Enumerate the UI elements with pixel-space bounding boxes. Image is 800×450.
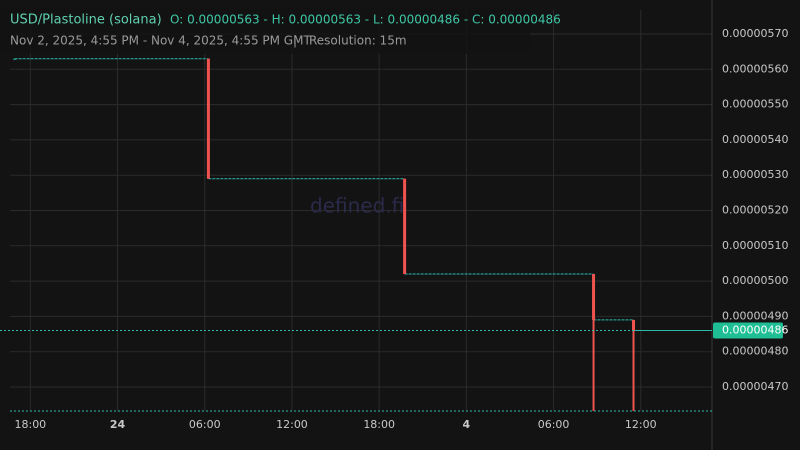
x-tick-label: 18:00 <box>14 418 46 431</box>
y-tick-label: 0.00000560 <box>722 62 788 75</box>
y-tick-label: 0.00000470 <box>722 380 788 393</box>
resolution: Resolution: 15m <box>309 34 407 48</box>
legend-bg <box>0 8 530 54</box>
last-price-label: 0.00000486 <box>722 324 788 337</box>
x-tick-label: 12:00 <box>276 418 308 431</box>
candle-body <box>632 319 636 331</box>
x-tick-label: 18:00 <box>363 418 395 431</box>
y-tick-label: 0.00000490 <box>722 309 788 322</box>
y-tick-label: 0.00000480 <box>722 345 788 358</box>
x-tick-label: 4 <box>463 418 471 431</box>
y-tick-label: 0.00000530 <box>722 168 788 181</box>
y-tick-label: 0.00000500 <box>722 274 788 287</box>
y-tick-label: 0.00000570 <box>722 27 788 40</box>
y-tick-label: 0.00000510 <box>722 239 788 252</box>
x-tick-label: 24 <box>110 418 126 431</box>
candle-body <box>403 178 407 275</box>
y-tick-label: 0.00000550 <box>722 98 788 111</box>
marks <box>13 58 712 411</box>
candle-body <box>206 58 210 179</box>
x-tick-label: 06:00 <box>189 418 221 431</box>
grid <box>10 10 712 411</box>
ohlc-text: O: 0.00000563 - H: 0.00000563 - L: 0.000… <box>170 13 561 27</box>
watermark: defined.fi <box>310 194 404 218</box>
x-tick-label: 12:00 <box>625 418 657 431</box>
y-tick-label: 0.00000520 <box>722 204 788 217</box>
y-tick-label: 0.00000540 <box>722 133 788 146</box>
subtitle: Nov 2, 2025, 4:55 PM - Nov 4, 2025, 4:55… <box>10 34 311 48</box>
chart-title: USD/Plastoline (solana) <box>10 13 162 28</box>
candle-body <box>13 58 17 60</box>
separator: | <box>293 34 297 48</box>
x-tick-label: 06:00 <box>538 418 570 431</box>
last-price-box <box>713 322 783 339</box>
candle-body <box>592 274 596 320</box>
